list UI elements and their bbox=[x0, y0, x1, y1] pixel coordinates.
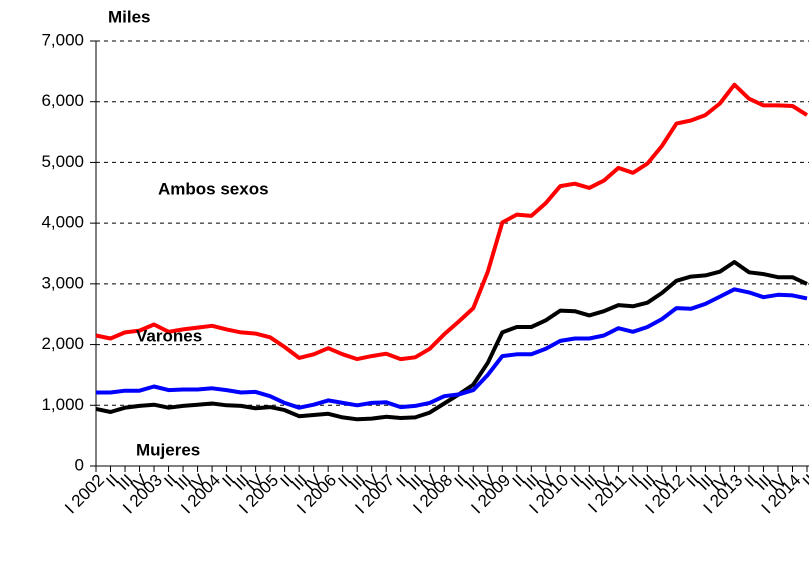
line bbox=[96, 287, 808, 410]
y-tick-label: 6,000 bbox=[41, 91, 84, 110]
y-tick-label: 0 bbox=[75, 455, 84, 474]
line bbox=[95, 82, 809, 362]
y-tick-label: 7,000 bbox=[41, 30, 84, 49]
y-tick-label: 1,000 bbox=[41, 395, 84, 414]
y-tick-label: 2,000 bbox=[41, 334, 84, 353]
series-label: Varones bbox=[136, 326, 202, 345]
y-axis-label: Miles bbox=[108, 7, 151, 26]
series-label: Ambos sexos bbox=[158, 179, 269, 198]
y-tick-label: 3,000 bbox=[41, 273, 84, 292]
series-label: Mujeres bbox=[136, 440, 200, 459]
y-tick-label: 5,000 bbox=[41, 152, 84, 171]
x-tick-label: II bbox=[799, 471, 809, 491]
y-tick-label: 4,000 bbox=[41, 213, 84, 232]
x-tick-label: I 2002 bbox=[61, 471, 108, 518]
line bbox=[95, 260, 808, 422]
